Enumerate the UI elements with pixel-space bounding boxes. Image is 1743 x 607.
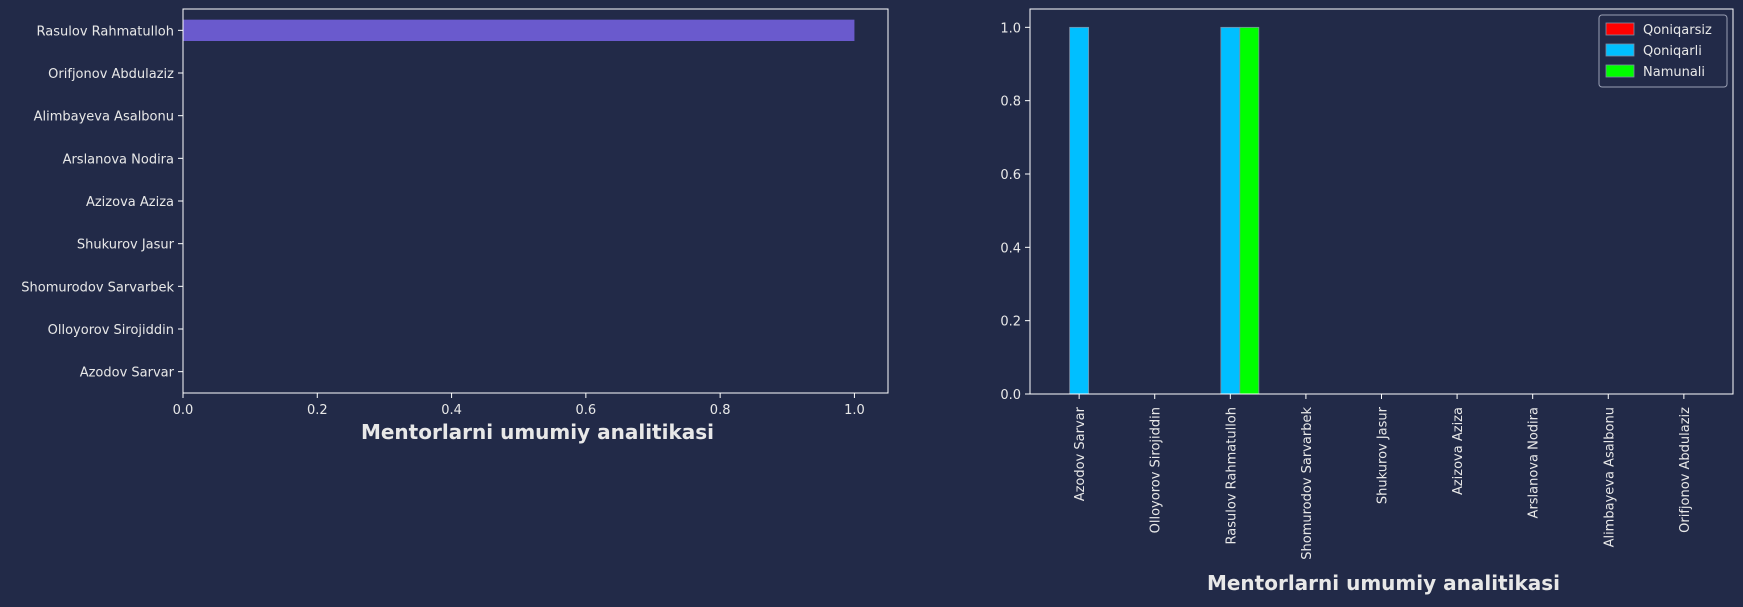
x-tick-label: Shomurodov Sarvarbek: [1300, 407, 1315, 560]
y-tick-label: Rasulov Rahmatulloh: [37, 24, 174, 39]
y-tick-label: Arslanova Nodira: [63, 152, 174, 167]
bar: [1220, 26, 1241, 395]
x-axis-title: Mentorlarni umumiy analitikasi: [1207, 571, 1560, 595]
y-tick-label: 0.2: [1000, 315, 1021, 330]
x-tick-label: 0.6: [576, 403, 597, 418]
y-tick-label: Azizova Aziza: [86, 195, 174, 210]
legend-swatch: [1605, 43, 1635, 57]
legend-label: Qoniqarsiz: [1643, 23, 1712, 38]
bar: [183, 19, 855, 41]
x-tick-label: 0.8: [710, 403, 731, 418]
y-tick-label: Olloyorov Sirojiddin: [48, 323, 174, 338]
x-tick-label: Arslanova Nodira: [1527, 407, 1542, 518]
x-tick-label: Alimbayeva Asalbonu: [1602, 407, 1617, 547]
x-tick-label: Rasulov Rahmatulloh: [1224, 407, 1239, 544]
legend-swatch: [1605, 64, 1635, 78]
horizontal-bar-chart: Azodov Sarvar Olloyorov Sirojiddin Shomuro…: [21, 8, 889, 444]
plot-frame: [1029, 8, 1734, 395]
x-tick-label: Azodov Sarvar: [1073, 406, 1088, 501]
y-tick-label: 0.6: [1000, 168, 1021, 183]
legend-label: Qoniqarli: [1643, 44, 1702, 59]
y-tick-label: Alimbayeva Asalbonu: [34, 110, 174, 125]
y-tick-label: Shomurodov Sarvarbek: [21, 280, 174, 295]
x-tick-label: 0.0: [173, 403, 194, 418]
bar: [1239, 26, 1260, 395]
x-tick-label: 0.4: [441, 403, 462, 418]
y-tick-label: Orifjonov Abdulaziz: [48, 67, 174, 82]
legend-swatch: [1605, 22, 1635, 36]
y-tick-label: Shukurov Jasur: [77, 238, 175, 253]
y-tick-label: 1.0: [1000, 21, 1021, 36]
x-tick-label: 0.2: [307, 403, 328, 418]
plot-frame: [182, 8, 889, 394]
x-tick-label: Orifjonov Abdulaziz: [1678, 407, 1693, 533]
y-tick-label: 0.8: [1000, 95, 1021, 110]
legend: Qoniqarsiz Qoniqarli Namunali: [1598, 14, 1728, 88]
y-tick-label: Azodov Sarvar: [80, 366, 175, 381]
y-tick-label: 0.0: [1000, 388, 1021, 403]
x-tick-label: Azizova Aziza: [1451, 407, 1466, 495]
x-tick-label: Olloyorov Sirojiddin: [1149, 407, 1164, 533]
legend-label: Namunali: [1643, 65, 1705, 80]
y-tick-label: 0.4: [1000, 241, 1021, 256]
grouped-bar-chart: Azodov Sarvar Olloyorov Sirojiddin Rasulov…: [1000, 8, 1734, 595]
bar: [1069, 26, 1090, 395]
x-tick-label: 1.0: [844, 403, 865, 418]
x-axis-title: Mentorlarni umumiy analitikasi: [361, 420, 714, 444]
x-tick-label: Shukurov Jasur: [1376, 406, 1391, 504]
